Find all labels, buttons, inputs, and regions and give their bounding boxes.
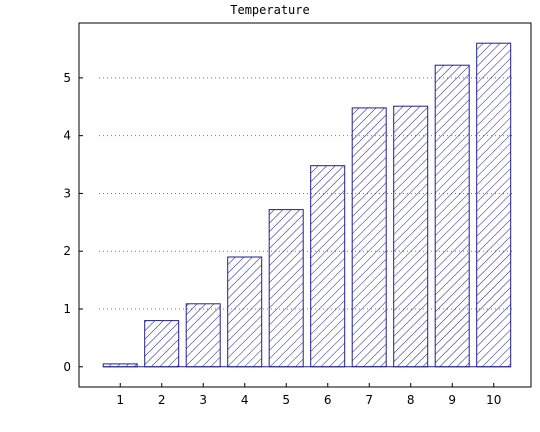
y-tick-label: 5: [63, 71, 71, 85]
bar: [310, 165, 346, 368]
x-tick-label: 4: [241, 393, 249, 407]
x-tick-label: 8: [407, 393, 415, 407]
bar: [185, 303, 221, 368]
bar: [476, 42, 512, 368]
y-tick-label: 0: [63, 360, 71, 374]
bar: [227, 256, 263, 368]
plot-frame: [78, 22, 532, 388]
chart-title: Temperature: [230, 3, 309, 17]
y-tick-label: 2: [63, 244, 71, 258]
bar: [434, 64, 470, 368]
bar: [393, 105, 429, 368]
x-tick-label: 6: [324, 393, 332, 407]
x-tick-label: 9: [448, 393, 456, 407]
y-tick-label: 1: [63, 302, 71, 316]
x-tick-label: 5: [282, 393, 290, 407]
x-tick-label: 2: [158, 393, 166, 407]
y-tick-label: 3: [63, 186, 71, 200]
bar: [144, 320, 180, 368]
x-tick-label: 3: [199, 393, 207, 407]
bar: [351, 107, 387, 368]
x-tick-label: 7: [365, 393, 373, 407]
x-tick-label: 1: [116, 393, 124, 407]
bar: [268, 209, 304, 368]
x-tick-label: 10: [486, 393, 501, 407]
y-tick-label: 4: [63, 129, 71, 143]
